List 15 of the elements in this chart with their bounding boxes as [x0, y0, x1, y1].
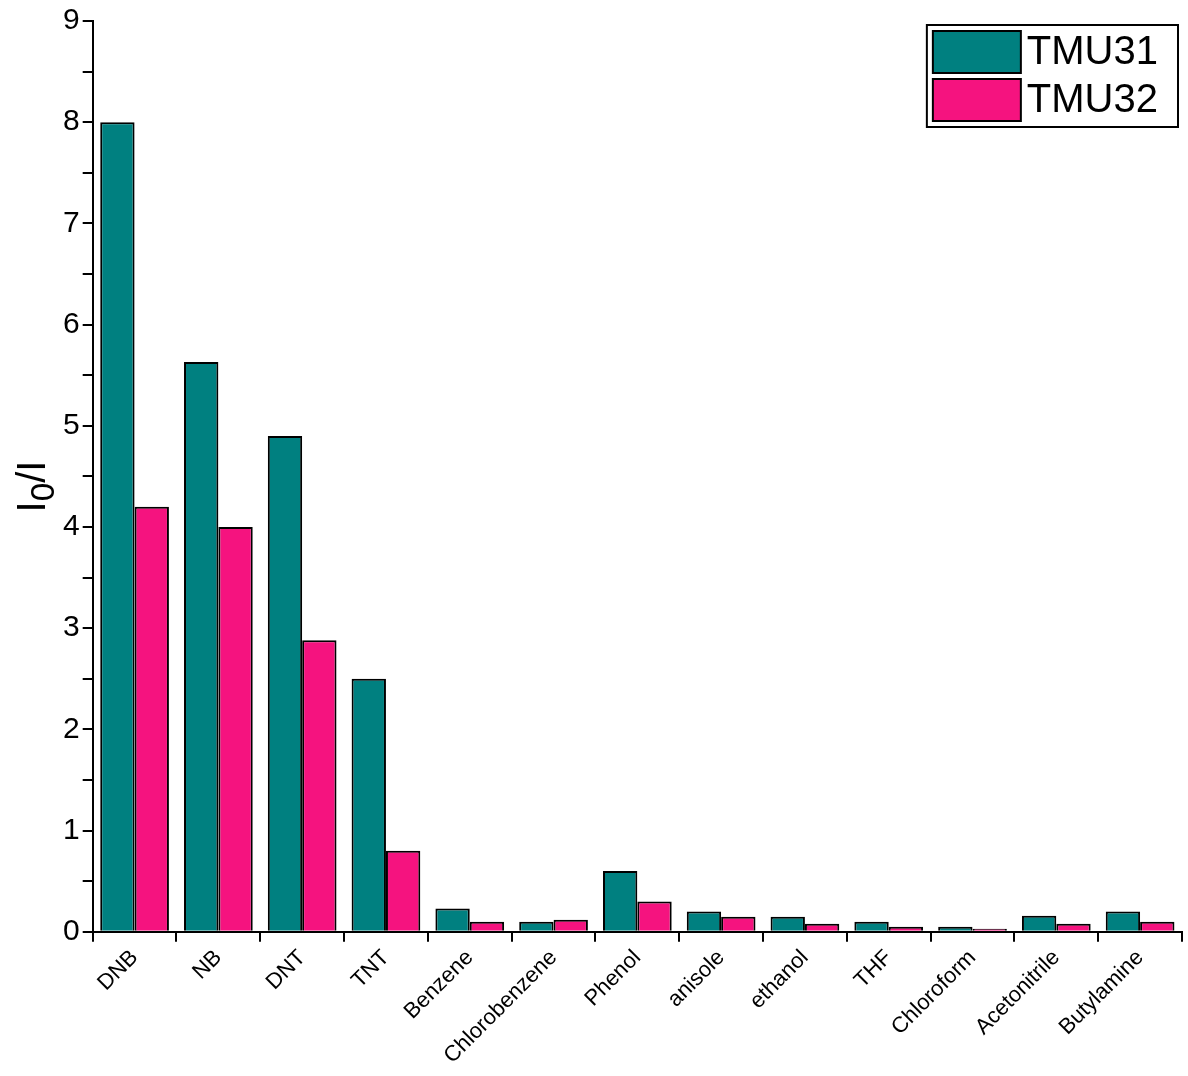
- y-tick-label: 2: [63, 710, 80, 744]
- y-tick-label: 6: [63, 305, 80, 339]
- y-tick-label: 3: [63, 609, 80, 643]
- y-tick-label: 4: [63, 508, 80, 542]
- y-tick-label: 9: [63, 2, 80, 36]
- y-tick-label: 8: [63, 103, 80, 137]
- y-tick-label: 1: [63, 811, 80, 845]
- x-tick-label: THF: [848, 944, 897, 993]
- x-tick-label: TNT: [345, 944, 394, 993]
- y-tick-label: 0: [63, 913, 80, 947]
- y-tick-label: 7: [63, 204, 80, 238]
- legend-label: TMU31: [1026, 28, 1159, 73]
- legend-label: TMU32: [1026, 76, 1159, 121]
- y-tick-label: 5: [63, 407, 80, 441]
- x-tick-label: NB: [186, 944, 227, 984]
